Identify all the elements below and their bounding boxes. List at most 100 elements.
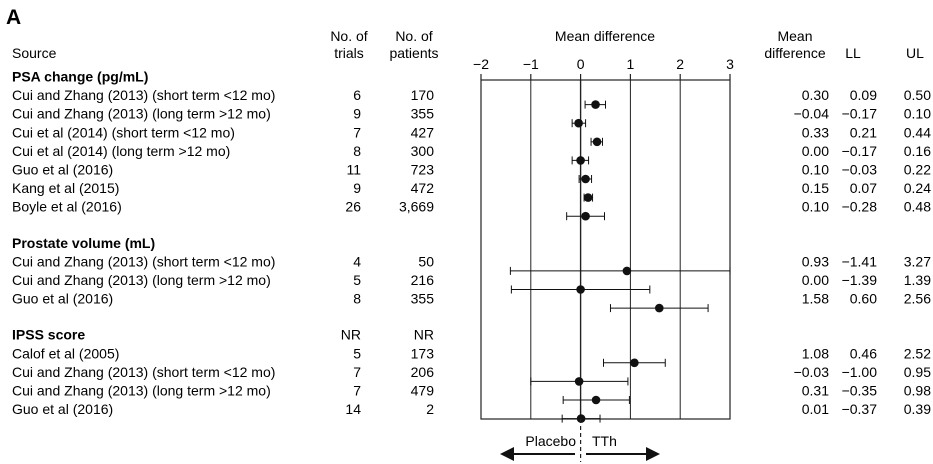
x-tick-label: 3 bbox=[726, 56, 734, 72]
lower-limit-value: −0.28 bbox=[842, 199, 878, 215]
mean-difference-value: 0.10 bbox=[802, 199, 829, 215]
mean-difference-value: 0.00 bbox=[802, 272, 829, 288]
gridlines bbox=[530, 80, 681, 419]
study-patients: 50 bbox=[418, 253, 434, 269]
header-ul: UL bbox=[906, 45, 924, 61]
point-estimate bbox=[576, 414, 586, 423]
lower-limit-value: 0.07 bbox=[850, 180, 877, 196]
study-trials: 11 bbox=[346, 162, 361, 178]
mean-difference-value: 0.30 bbox=[802, 87, 829, 103]
x-tick-label: 0 bbox=[577, 56, 585, 72]
group-trials: NR bbox=[341, 327, 361, 343]
study-source: Calof et al (2005) bbox=[12, 345, 119, 361]
study-trials: 14 bbox=[345, 401, 361, 417]
mean-difference-value: 0.93 bbox=[802, 253, 829, 269]
placebo-arrowhead bbox=[500, 447, 514, 461]
lower-limit-value: −0.17 bbox=[842, 143, 878, 159]
study-patients: 472 bbox=[411, 180, 435, 196]
study-patients: 2 bbox=[426, 401, 434, 417]
study-trials: 7 bbox=[353, 364, 361, 380]
upper-limit-value: 0.10 bbox=[904, 106, 931, 122]
mean-difference-value: 0.15 bbox=[802, 180, 829, 196]
header-md-line1: Mean bbox=[777, 28, 812, 44]
x-axis-ticks: −2 −1 0 1 2 3 bbox=[473, 56, 734, 80]
lower-limit-value: −0.35 bbox=[842, 383, 878, 399]
header-ll: LL bbox=[845, 45, 861, 61]
study-patients: 355 bbox=[411, 291, 435, 307]
group-label: Prostate volume (mL) bbox=[12, 235, 155, 251]
lower-limit-value: −0.37 bbox=[842, 401, 878, 417]
lower-limit-value: −1.00 bbox=[842, 364, 878, 380]
upper-limit-value: 0.22 bbox=[904, 162, 931, 178]
mean-difference-value: 0.33 bbox=[802, 124, 829, 140]
lower-limit-value: 0.09 bbox=[850, 87, 877, 103]
point-estimate bbox=[630, 358, 639, 368]
point-estimate bbox=[591, 395, 601, 405]
point-estimate bbox=[581, 174, 590, 184]
tth-arrowhead bbox=[646, 447, 660, 461]
study-patients: 173 bbox=[411, 345, 435, 361]
lower-limit-value: 0.60 bbox=[850, 291, 877, 307]
study-source: Cui and Zhang (2013) (long term >12 mo) bbox=[12, 272, 271, 288]
point-estimate bbox=[574, 377, 584, 386]
upper-limit-value: 2.56 bbox=[904, 291, 931, 307]
study-patients: 216 bbox=[411, 272, 435, 288]
point-estimate bbox=[576, 285, 585, 294]
mean-difference-value: 1.08 bbox=[802, 345, 829, 361]
study-trials: 4 bbox=[353, 253, 361, 269]
header-patients-line1: No. of bbox=[395, 28, 432, 44]
group-label: IPSS score bbox=[12, 327, 85, 343]
header-trials-line2: trials bbox=[334, 45, 364, 61]
study-source: Cui and Zhang (2013) (short term <12 mo) bbox=[12, 253, 275, 269]
study-source: Guo et al (2016) bbox=[12, 162, 113, 178]
header-source: Source bbox=[12, 45, 57, 61]
axis-title: Mean difference bbox=[555, 28, 655, 44]
header-patients-line2: patients bbox=[389, 45, 438, 61]
lower-limit-value: −1.41 bbox=[842, 253, 878, 269]
upper-limit-value: 0.24 bbox=[904, 180, 931, 196]
header-trials-line1: No. of bbox=[330, 28, 367, 44]
chart-marks bbox=[509, 100, 731, 423]
study-source: Cui et al (2014) (short term <12 mo) bbox=[12, 124, 235, 140]
point-estimate bbox=[574, 118, 583, 128]
mean-difference-value: −0.03 bbox=[794, 364, 830, 380]
study-rows: PSA change (pg/mL) Cui and Zhang (2013) (… bbox=[12, 69, 931, 418]
x-tick-label: −1 bbox=[523, 56, 539, 72]
study-trials: 8 bbox=[353, 291, 361, 307]
mean-difference-value: 0.10 bbox=[802, 162, 829, 178]
x-tick-label: 1 bbox=[627, 56, 635, 72]
study-trials: 7 bbox=[353, 124, 361, 140]
x-tick-label: −2 bbox=[473, 56, 489, 72]
upper-limit-value: 0.50 bbox=[904, 87, 931, 103]
group-patients: NR bbox=[414, 327, 434, 343]
upper-limit-value: 0.44 bbox=[904, 124, 931, 140]
upper-limit-value: 3.27 bbox=[904, 253, 931, 269]
mean-difference-value: 0.00 bbox=[802, 143, 829, 159]
lower-limit-value: −0.03 bbox=[842, 162, 878, 178]
study-trials: 9 bbox=[353, 180, 361, 196]
upper-limit-value: 0.95 bbox=[904, 364, 931, 380]
mean-difference-value: −0.04 bbox=[794, 106, 830, 122]
study-trials: 5 bbox=[353, 272, 361, 288]
study-patients: 479 bbox=[411, 383, 435, 399]
study-patients: 723 bbox=[411, 162, 435, 178]
point-estimate bbox=[591, 100, 600, 109]
study-trials: 9 bbox=[353, 106, 361, 122]
study-trials: 8 bbox=[353, 143, 361, 159]
direction-right-label: TTh bbox=[592, 433, 617, 449]
study-source: Cui and Zhang (2013) (long term >12 mo) bbox=[12, 106, 271, 122]
study-source: Guo et al (2016) bbox=[12, 291, 113, 307]
study-source: Cui et al (2014) (long term >12 mo) bbox=[12, 143, 230, 159]
study-patients: 3,669 bbox=[399, 199, 434, 215]
mean-difference-value: 0.01 bbox=[802, 401, 829, 417]
study-patients: 427 bbox=[411, 124, 435, 140]
study-trials: 5 bbox=[353, 345, 361, 361]
mean-difference-value: 0.31 bbox=[802, 383, 829, 399]
upper-limit-value: 0.98 bbox=[904, 383, 931, 399]
lower-limit-value: 0.46 bbox=[850, 345, 877, 361]
study-patients: 170 bbox=[411, 87, 435, 103]
study-source: Cui and Zhang (2013) (short term <12 mo) bbox=[12, 364, 275, 380]
study-patients: 300 bbox=[411, 143, 435, 159]
study-trials: 7 bbox=[353, 383, 361, 399]
